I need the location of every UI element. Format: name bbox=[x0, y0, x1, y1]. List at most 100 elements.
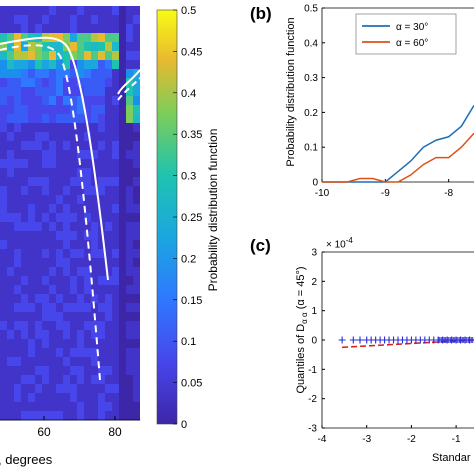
heatmap-cell bbox=[49, 303, 57, 313]
heatmap-cell bbox=[119, 132, 127, 142]
heatmap-cell bbox=[105, 294, 113, 304]
heatmap-cell bbox=[126, 150, 134, 160]
heatmap-cell bbox=[98, 123, 106, 133]
heatmap-cell bbox=[49, 213, 57, 223]
heatmap-cell bbox=[91, 285, 99, 295]
heatmap-cell bbox=[77, 132, 85, 142]
heatmap-cell bbox=[7, 204, 15, 214]
heatmap-cell bbox=[112, 276, 120, 286]
heatmap-cell bbox=[35, 141, 43, 151]
heatmap-cell bbox=[14, 276, 22, 286]
heatmap-cell bbox=[112, 402, 120, 412]
heatmap-cell bbox=[84, 357, 92, 367]
heatmap-cell bbox=[28, 204, 36, 214]
heatmap-cell bbox=[42, 105, 50, 115]
heatmap-cell bbox=[133, 123, 141, 133]
heatmap-cell bbox=[119, 51, 127, 61]
heatmap-cell bbox=[21, 96, 29, 106]
heatmap-cell bbox=[112, 249, 120, 259]
heatmap-cell bbox=[28, 168, 36, 178]
heatmap-cell bbox=[70, 213, 78, 223]
heatmap-cell bbox=[133, 213, 141, 223]
heatmap-cell bbox=[112, 366, 120, 376]
heatmap-cell bbox=[105, 42, 113, 52]
panel-b-series-line bbox=[322, 132, 474, 183]
heatmap-cell bbox=[14, 213, 22, 223]
heatmap-cell bbox=[35, 402, 43, 412]
heatmap-cell bbox=[126, 33, 134, 43]
heatmap-cell bbox=[70, 24, 78, 34]
heatmap-cell bbox=[56, 15, 64, 25]
heatmap-cell bbox=[63, 339, 71, 349]
heatmap-cell bbox=[98, 33, 106, 43]
heatmap-cell bbox=[126, 267, 134, 277]
heatmap-cell bbox=[112, 33, 120, 43]
heatmap-cell bbox=[49, 204, 57, 214]
panel-b-series-line bbox=[322, 105, 474, 183]
heatmap-cell bbox=[105, 240, 113, 250]
heatmap-cell bbox=[105, 24, 113, 34]
heatmap-cell bbox=[133, 240, 141, 250]
heatmap-cell bbox=[56, 258, 64, 268]
heatmap-cell bbox=[126, 303, 134, 313]
heatmap-cell bbox=[91, 33, 99, 43]
heatmap-cell bbox=[35, 6, 43, 16]
heatmap-cell bbox=[70, 159, 78, 169]
heatmap-cell bbox=[35, 42, 43, 52]
heatmap-cell bbox=[56, 195, 64, 205]
heatmap-cell bbox=[112, 123, 120, 133]
heatmap-cell bbox=[98, 357, 106, 367]
heatmap-cell bbox=[84, 276, 92, 286]
heatmap-cell bbox=[56, 60, 64, 70]
heatmap-dashed-line bbox=[0, 44, 101, 381]
heatmap-cell bbox=[56, 159, 64, 169]
heatmap-cell bbox=[21, 6, 29, 16]
heatmap-cell bbox=[7, 393, 15, 403]
heatmap-cell bbox=[63, 267, 71, 277]
heatmap-cell bbox=[35, 159, 43, 169]
heatmap-cell bbox=[91, 15, 99, 25]
heatmap-cell bbox=[70, 186, 78, 196]
heatmap-cell bbox=[56, 132, 64, 142]
heatmap-cell bbox=[105, 357, 113, 367]
heatmap-cell bbox=[42, 321, 50, 331]
panel-b-y-tick-label: 0 bbox=[312, 178, 318, 189]
heatmap-cell bbox=[14, 375, 22, 385]
heatmap-cell bbox=[126, 393, 134, 403]
heatmap-cell bbox=[28, 294, 36, 304]
heatmap-cell bbox=[105, 267, 113, 277]
heatmap-cell bbox=[126, 60, 134, 70]
heatmap-cell bbox=[49, 168, 57, 178]
heatmap-cell bbox=[35, 312, 43, 322]
heatmap-cell bbox=[126, 168, 134, 178]
heatmap-cell bbox=[84, 348, 92, 358]
heatmap-cell bbox=[28, 60, 36, 70]
heatmap-cell bbox=[77, 402, 85, 412]
heatmap-cell bbox=[14, 105, 22, 115]
heatmap-cell bbox=[35, 105, 43, 115]
heatmap-cell bbox=[119, 204, 127, 214]
heatmap-cell bbox=[35, 51, 43, 61]
heatmap-cell bbox=[70, 330, 78, 340]
heatmap-cell bbox=[98, 51, 106, 61]
heatmap-cell bbox=[112, 294, 120, 304]
heatmap-cell bbox=[49, 402, 57, 412]
heatmap-cell bbox=[35, 249, 43, 259]
heatmap-cell bbox=[21, 132, 29, 142]
heatmap-cell bbox=[28, 114, 36, 124]
heatmap-cell bbox=[42, 411, 50, 421]
heatmap-cell bbox=[70, 240, 78, 250]
heatmap-cell bbox=[105, 330, 113, 340]
heatmap-cell bbox=[105, 96, 113, 106]
heatmap-cell bbox=[133, 330, 141, 340]
heatmap-cell bbox=[28, 186, 36, 196]
heatmap-cell bbox=[49, 249, 57, 259]
heatmap-cell bbox=[133, 357, 141, 367]
heatmap-cell bbox=[91, 123, 99, 133]
heatmap-cell bbox=[35, 366, 43, 376]
heatmap-cell bbox=[35, 240, 43, 250]
heatmap-cell bbox=[126, 213, 134, 223]
heatmap-cell bbox=[133, 339, 141, 349]
heatmap-cell bbox=[119, 402, 127, 412]
colorbar-tick-label: 0.15 bbox=[181, 295, 202, 307]
